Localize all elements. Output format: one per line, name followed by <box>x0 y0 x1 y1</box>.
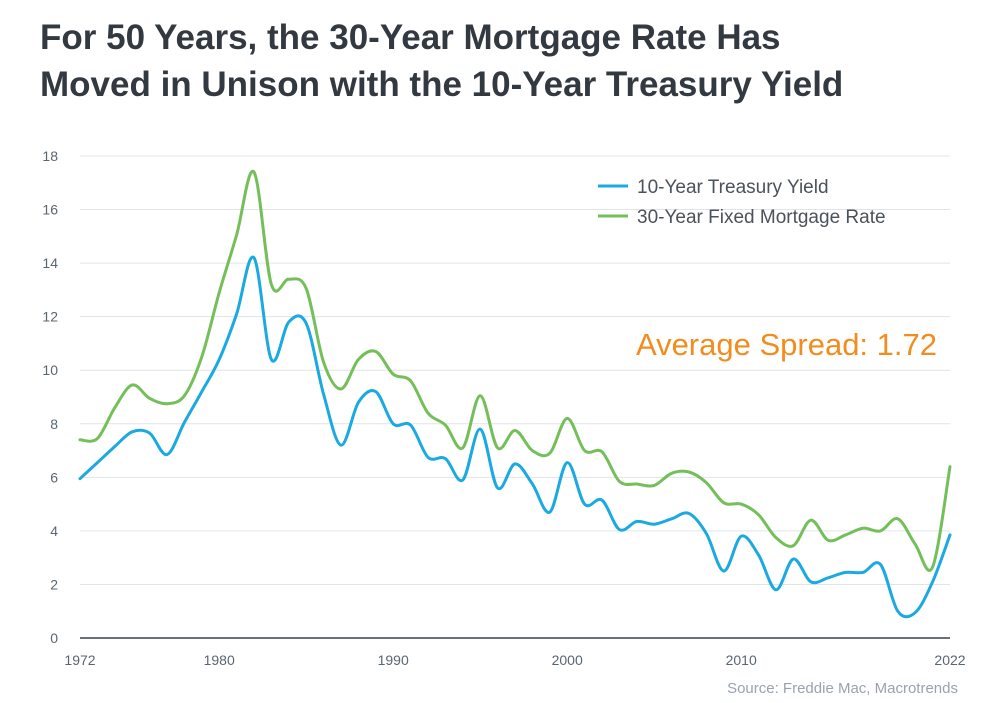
grid-lines <box>80 155 950 585</box>
y-tick-label: 6 <box>50 469 58 485</box>
y-tick-label: 16 <box>42 202 58 218</box>
y-tick-label: 2 <box>50 576 58 592</box>
series-lines <box>78 169 952 619</box>
y-tick-label: 18 <box>42 148 58 164</box>
y-tick-label: 10 <box>42 362 58 378</box>
chart-title-line-1: For 50 Years, the 30-Year Mortgage Rate … <box>40 18 781 57</box>
legend-label: 10-Year Treasury Yield <box>637 177 829 198</box>
x-tick-label: 2000 <box>552 652 583 668</box>
x-tick-label: 2022 <box>934 652 965 668</box>
y-tick-label: 4 <box>50 523 58 539</box>
chart-title: For 50 Years, the 30-Year Mortgage Rate … <box>40 14 980 108</box>
legend: 10-Year Treasury Yield 30-Year Fixed Mort… <box>598 177 886 228</box>
y-tick-label: 8 <box>50 416 58 432</box>
legend-label: 30-Year Fixed Mortgage Rate <box>637 207 886 228</box>
x-tick-label: 1990 <box>378 652 409 668</box>
y-axis-tick-labels: 0 2 4 6 8 10 12 14 16 18 <box>42 148 58 646</box>
average-spread-annotation: Average Spread: 1.72 <box>636 327 937 362</box>
series-line-mortgage-rate <box>78 169 952 572</box>
series-line-treasury-yield <box>78 255 952 619</box>
y-tick-label: 0 <box>50 630 58 646</box>
x-tick-label: 2010 <box>726 652 757 668</box>
y-tick-label: 12 <box>42 309 58 325</box>
x-tick-label: 1972 <box>64 652 95 668</box>
chart-title-line-2: Moved in Unison with the 10-Year Treasur… <box>40 65 844 104</box>
x-tick-label: 1980 <box>204 652 235 668</box>
y-tick-label: 14 <box>42 255 58 271</box>
source-note: Source: Freddie Mac, Macrotrends <box>727 680 958 697</box>
x-axis-tick-labels: 1972 1980 1990 2000 2010 2022 <box>64 652 965 668</box>
